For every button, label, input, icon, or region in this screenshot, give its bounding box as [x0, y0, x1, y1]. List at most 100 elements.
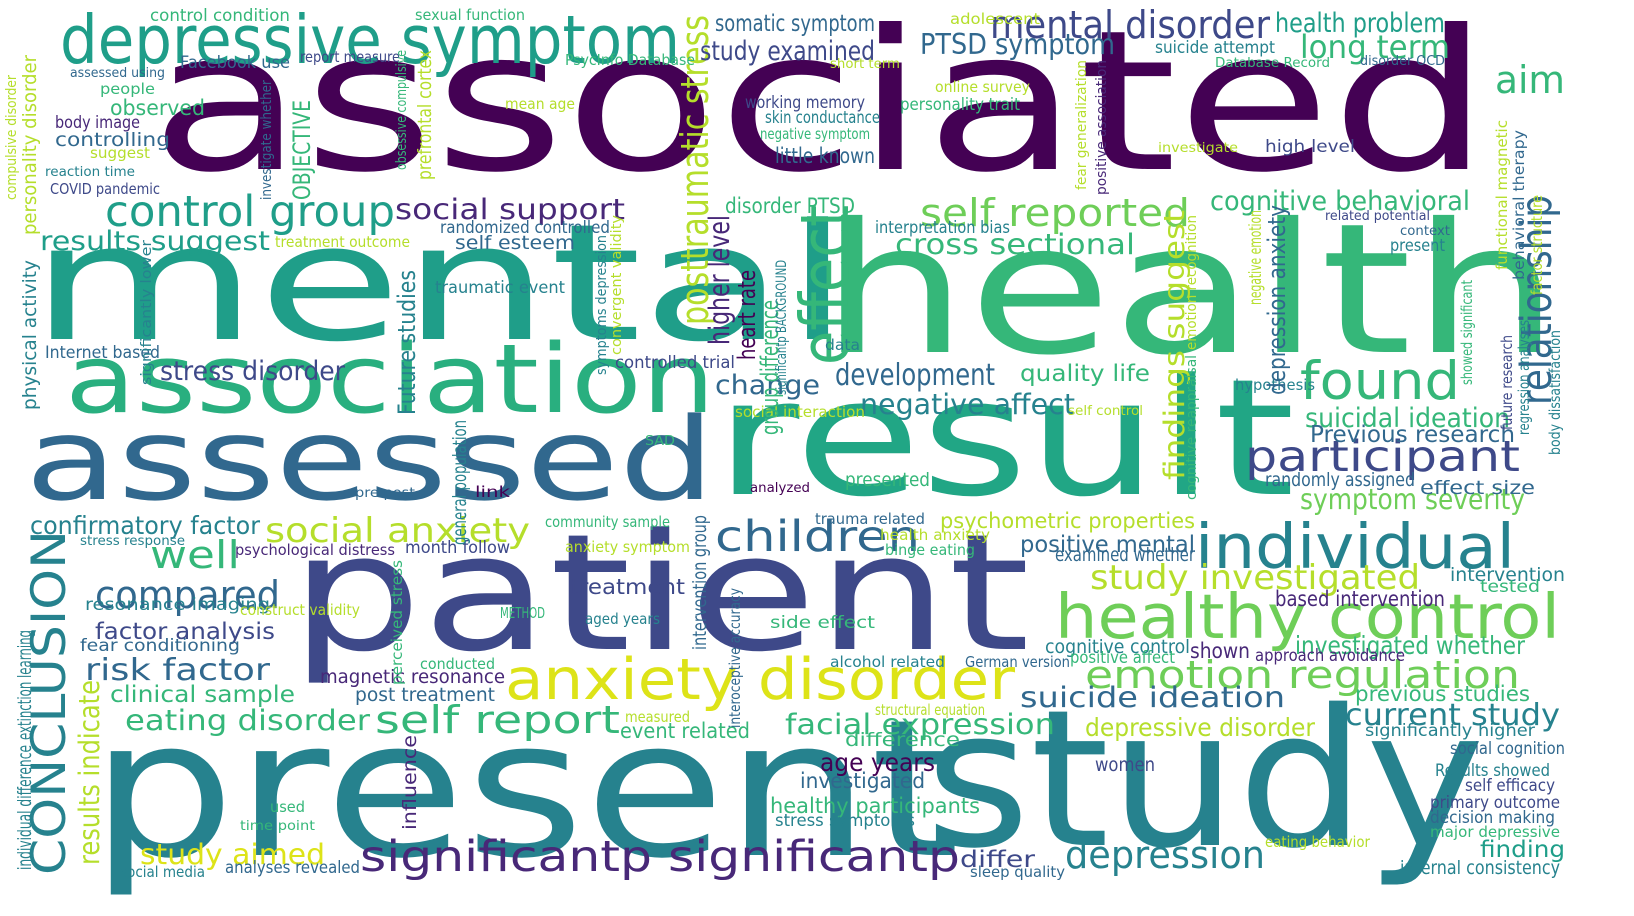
word-suggest: suggest [90, 144, 150, 163]
word-traumatic-event: traumatic event [435, 278, 565, 299]
word-current-study: current study [1345, 697, 1560, 733]
word-extinction-learning: extinction learning [13, 630, 36, 740]
word-result: result [715, 345, 1295, 534]
word-randomly-assigned: randomly assigned [1265, 468, 1415, 491]
word-hypothesis: hypothesis [1235, 376, 1315, 395]
word-positive-mental: positive mental [1020, 531, 1195, 558]
word-self-report: self report [375, 698, 620, 742]
word-approach-avoidance: approach avoidance [1255, 646, 1405, 667]
word-suicide-attempt: suicide attempt [1155, 38, 1275, 59]
word-positive-association: positive association [1094, 60, 1111, 195]
word-shown: shown [1190, 638, 1250, 663]
word-post-treatment: post treatment [355, 683, 495, 706]
word-general-population: general population [448, 420, 471, 545]
word-interoceptive-accuracy: interoceptive accuracy [726, 588, 745, 728]
word-side-effect: side effect [770, 613, 875, 634]
word-social-interaction: social interaction [735, 403, 865, 422]
word-functional-magnetic: functional magnetic [1493, 119, 1512, 270]
word-results-suggest: results suggest [40, 225, 270, 257]
word-healthy-participants: healthy participants [770, 793, 980, 818]
word-positive-affect: positive affect [1070, 648, 1175, 669]
word-investigate: investigate [1158, 141, 1238, 157]
word-intervention: intervention [1450, 563, 1565, 586]
word-factor-structure: factor structure [1528, 195, 1547, 295]
word-health: health [820, 183, 1560, 395]
word-study-investigated: study investigated [1090, 557, 1420, 598]
word-difference: difference [845, 728, 960, 751]
word-women: women [1095, 753, 1155, 776]
word-social-support: social support [395, 192, 625, 226]
word-stress-response: stress response [80, 534, 185, 550]
word-stress-symptoms: stress symptoms [775, 811, 915, 832]
word-reaction-time: reaction time [45, 165, 135, 181]
word-significantly-higher: significantly higher [1365, 721, 1535, 742]
word-people: people [100, 80, 155, 99]
word-treatment-outcome: treatment outcome [275, 233, 410, 252]
word-measured: measured [625, 708, 690, 727]
word-change: change [715, 369, 820, 401]
word-cognitive-behavioral: cognitive behavioral [1210, 185, 1470, 217]
word-age-years: age years [820, 747, 935, 777]
word-pre-post: pre post [355, 486, 415, 502]
word-community-sample: community sample [545, 513, 670, 532]
word-children: children [715, 512, 920, 563]
word-associated: associated [150, 0, 1490, 216]
word-aged-years: aged years [585, 610, 660, 629]
word-disorder-ptsd: disorder PTSD [725, 193, 855, 218]
word-mean-age: mean age [505, 95, 575, 114]
word-self-reported: self reported [920, 191, 1190, 235]
word-somatic-symptom: somatic symptom [715, 10, 875, 37]
word-major-depressive: major depressive [1430, 823, 1560, 842]
word-social-media: social media [120, 863, 205, 882]
word-symptoms-depression: symptoms depression [594, 235, 611, 375]
word-health-anxiety: health anxiety [880, 526, 990, 545]
word-present: present [1390, 236, 1445, 257]
word-perceived-stress: perceived stress [388, 560, 407, 685]
word-sad: SAD [645, 434, 675, 450]
word-construct-validity: construct validity [240, 601, 360, 620]
word-individual: individual [1195, 510, 1515, 583]
word-disorder-ocd: disorder OCD [1360, 54, 1445, 70]
word-finding: finding [1480, 836, 1565, 863]
word-future-research: future research [1498, 335, 1517, 430]
word-assessed-using: assessed using [70, 66, 165, 82]
word-randomized-controlled: randomized controlled [440, 218, 610, 239]
word-study-examined: study examined [700, 35, 875, 67]
word-structural-equation: structural equation [875, 701, 985, 720]
word-suicidal-ideation: suicidal ideation [1305, 402, 1510, 434]
word-factor-analysis: factor analysis [95, 618, 275, 645]
word-long-term: long term [1300, 27, 1450, 66]
word-social-anxiety: social anxiety [265, 510, 530, 551]
word-anxiety-symptom: anxiety symptom [565, 538, 690, 557]
word-assessed: assessed [25, 393, 715, 526]
word-internet-based: Internet based [45, 343, 160, 364]
word-alcohol-related: alcohol related [830, 653, 945, 672]
word-investigate-whether: investigate whether [259, 80, 276, 200]
word-eating-disorder: eating disorder [125, 703, 370, 737]
word-investigated-whether: investigated whether [1295, 630, 1525, 660]
word-suicide-ideation: suicide ideation [1020, 680, 1285, 714]
word-prefrontal-cortex: prefrontal cortex [413, 49, 436, 180]
word-personality-disorder: personality disorder [18, 55, 41, 236]
word-observed: observed [110, 95, 205, 120]
word-depression-anxiety: depression anxiety [1262, 205, 1291, 395]
word-report-measure: report measure [300, 48, 400, 67]
word-fear-generalization: fear generalization [1074, 60, 1091, 190]
word-psycinfo-database: PsycInfo Database [565, 51, 695, 70]
word-psychometric-properties: psychometric properties [940, 508, 1195, 533]
word-self-control: self control [1068, 404, 1143, 420]
word-tested: tested [1480, 577, 1540, 598]
word-self-esteem: self esteem [455, 231, 575, 254]
word-related-potential: related potential [1325, 209, 1430, 225]
word-resonance-imaging: resonance imaging [85, 595, 270, 616]
word-mental: mental [30, 190, 850, 379]
word-aim: aim [1495, 58, 1565, 102]
word-skin-conductance: skin conductance [765, 108, 880, 129]
word-personality-trait: personality trait [900, 95, 1020, 116]
word-previous-research: Previous research [1310, 421, 1515, 448]
word-physical-activity: physical activity [18, 260, 41, 410]
word-self-efficacy: self efficacy [1465, 776, 1555, 797]
word-intervention-group: intervention group [688, 515, 711, 650]
word-body-dissatisfaction: body dissatisfaction [1546, 330, 1565, 455]
